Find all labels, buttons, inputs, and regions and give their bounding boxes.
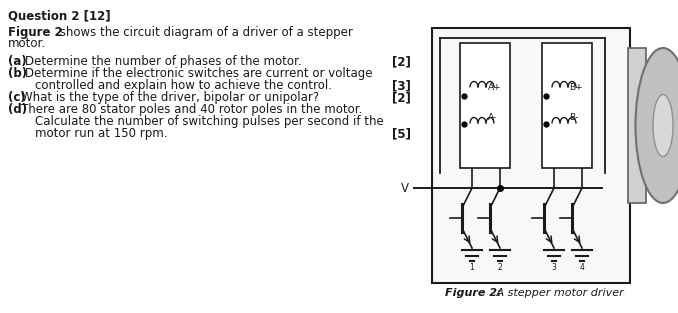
Text: Determine the number of phases of the motor.: Determine the number of phases of the mo… <box>25 55 302 68</box>
Text: motor run at 150 rpm.: motor run at 150 rpm. <box>35 127 167 140</box>
Text: shows the circuit diagram of a driver of a stepper: shows the circuit diagram of a driver of… <box>56 26 353 39</box>
Text: controlled and explain how to achieve the control.: controlled and explain how to achieve th… <box>35 79 332 92</box>
Text: [3]: [3] <box>392 79 411 92</box>
Bar <box>432 28 630 283</box>
Text: (c): (c) <box>8 91 26 104</box>
Text: A stepper motor driver: A stepper motor driver <box>493 288 624 298</box>
Text: (b): (b) <box>8 67 27 80</box>
Text: [2]: [2] <box>392 55 411 68</box>
Bar <box>460 43 510 168</box>
Text: What is the type of the driver, bipolar or unipolar?: What is the type of the driver, bipolar … <box>21 91 319 104</box>
Text: B+: B+ <box>570 83 583 92</box>
Text: (a): (a) <box>8 55 26 68</box>
Ellipse shape <box>653 95 673 156</box>
Text: motor.: motor. <box>8 37 46 50</box>
Text: Calculate the number of switching pulses per second if the: Calculate the number of switching pulses… <box>35 115 384 128</box>
Text: Figure 2:: Figure 2: <box>445 288 502 298</box>
Text: A+: A+ <box>487 83 501 92</box>
Text: A-: A- <box>487 113 496 122</box>
Ellipse shape <box>635 48 678 203</box>
Text: 2: 2 <box>498 263 502 272</box>
Text: [5]: [5] <box>392 127 411 140</box>
Text: B-: B- <box>570 113 579 122</box>
Text: [2]: [2] <box>392 91 411 104</box>
Text: Question 2 [12]: Question 2 [12] <box>8 9 111 22</box>
Text: There are 80 stator poles and 40 rotor poles in the motor.: There are 80 stator poles and 40 rotor p… <box>21 103 362 116</box>
Text: (d): (d) <box>8 103 27 116</box>
Text: 3: 3 <box>552 263 557 272</box>
Bar <box>628 48 646 203</box>
Text: 4: 4 <box>580 263 584 272</box>
Bar <box>542 43 592 168</box>
Text: 1: 1 <box>470 263 475 272</box>
Text: Figure 2: Figure 2 <box>8 26 63 39</box>
Text: V: V <box>401 182 409 194</box>
Text: Determine if the electronic switches are current or voltage: Determine if the electronic switches are… <box>25 67 372 80</box>
